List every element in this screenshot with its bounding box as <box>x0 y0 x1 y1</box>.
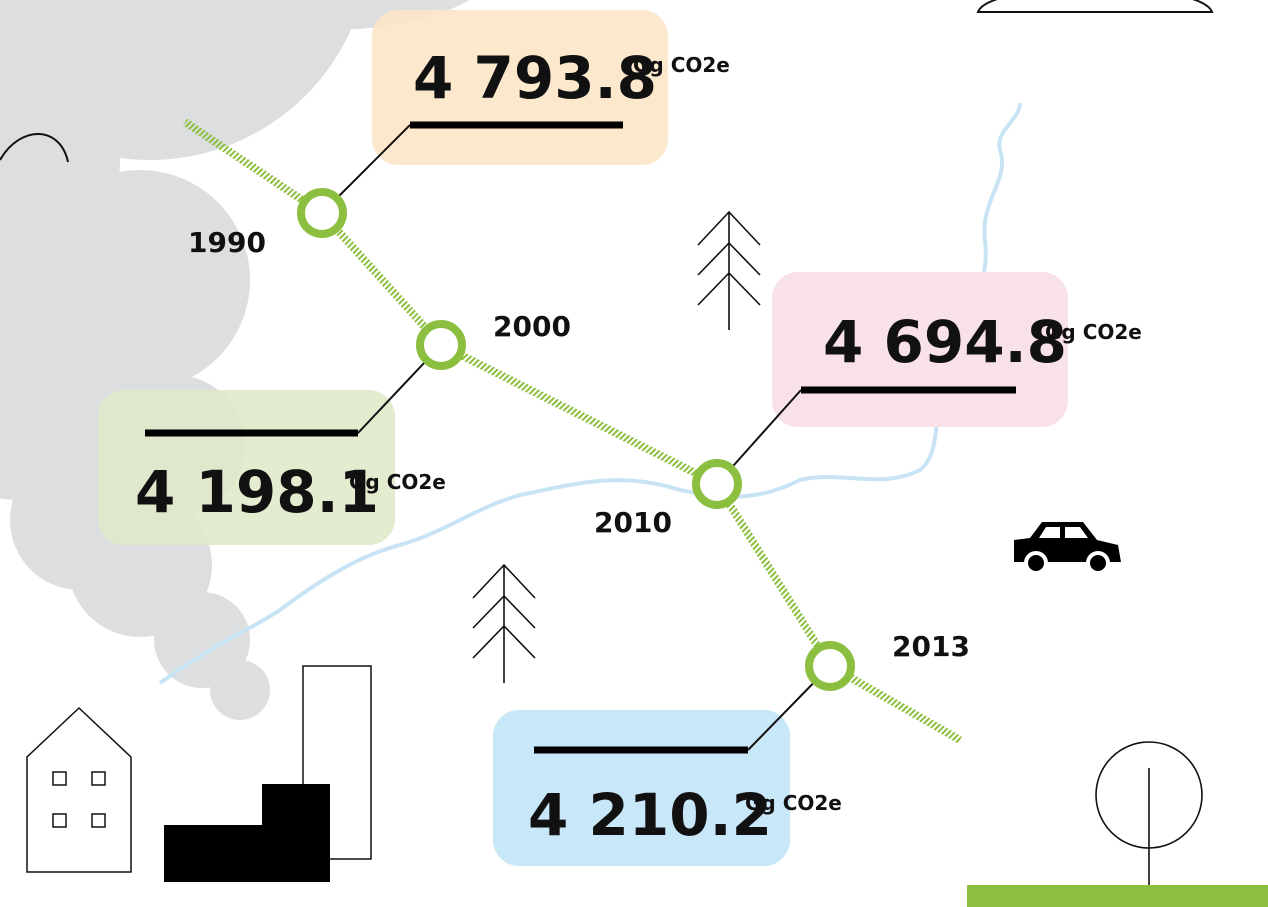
year-marker <box>416 320 466 370</box>
chimney <box>302 665 372 860</box>
year-label: 2000 <box>493 310 571 343</box>
unit: Gg CO2e <box>349 470 446 494</box>
year-label: 2013 <box>892 630 970 663</box>
factory <box>164 784 330 882</box>
value: 4 793.8 <box>413 44 657 112</box>
tree-icons <box>472 210 1203 905</box>
year-marker <box>805 641 855 691</box>
dome <box>976 0 1214 13</box>
unit: Gg CO2e <box>633 53 730 77</box>
value: 4 210.2 <box>528 781 772 849</box>
unit: Gg CO2e <box>1045 320 1142 344</box>
year-label: 1990 <box>188 226 266 259</box>
value: 4 694.8 <box>823 308 1067 376</box>
house <box>26 706 132 873</box>
river <box>158 102 1022 685</box>
year-label: 2010 <box>594 506 672 539</box>
car <box>1014 522 1121 575</box>
box-2000 <box>98 390 395 545</box>
value: 4 198.1 <box>135 458 379 526</box>
unit: Gg CO2e <box>745 791 842 815</box>
smoke <box>0 0 470 720</box>
year-marker <box>297 188 347 238</box>
arc <box>0 133 69 163</box>
year-marker <box>692 459 742 509</box>
ground <box>967 885 1268 907</box>
